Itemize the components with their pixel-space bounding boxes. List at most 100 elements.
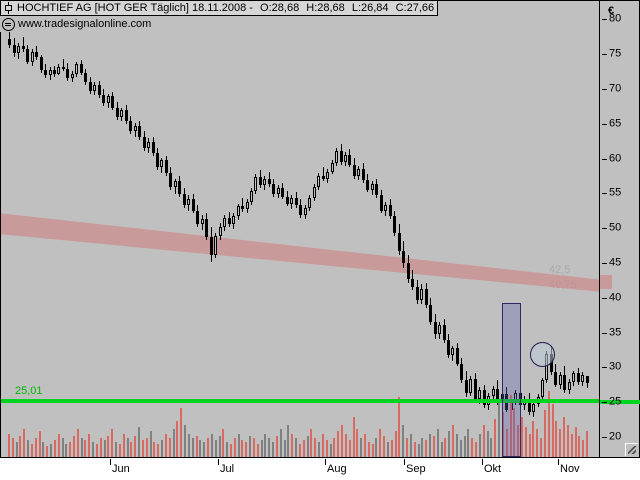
candle-body: [313, 186, 316, 198]
spacer-1: [253, 3, 260, 14]
price-axis-label: 45: [609, 256, 622, 269]
volume-bar: [544, 410, 546, 457]
volume-bar: [188, 433, 190, 457]
price-chart-plot[interactable]: 25,01 42,5 40,75: [0, 0, 600, 458]
volume-bar: [295, 437, 297, 457]
candle-body: [366, 179, 369, 190]
candle-body: [299, 204, 302, 215]
volume-bar: [559, 429, 561, 457]
candle-body: [98, 85, 101, 95]
volume-bar: [280, 429, 282, 457]
price-axis-tick: [602, 89, 607, 91]
volume-bar: [58, 433, 60, 457]
time-axis-tick: [218, 459, 219, 465]
volume-bar: [39, 431, 41, 457]
volume-bar: [157, 444, 159, 457]
candle-body: [232, 216, 235, 225]
candle-body: [152, 142, 155, 154]
price-axis-label: 65: [609, 117, 622, 130]
volume-bar: [153, 442, 155, 457]
volume-bar: [571, 433, 573, 457]
candle-body: [348, 154, 351, 165]
price-axis-label: 30: [609, 360, 622, 373]
volume-bar: [215, 439, 217, 457]
volume-bar: [410, 433, 412, 457]
candle-body: [420, 288, 423, 300]
volume-bar: [441, 442, 443, 457]
volume-bar: [379, 429, 381, 457]
volume-bar: [406, 437, 408, 457]
volume-bar: [395, 431, 397, 457]
chart-info-bar[interactable]: HOCHTIEF AG [HOT GER Täglich] 18.11.2008…: [0, 0, 438, 16]
candle-body: [375, 184, 378, 196]
candle-body: [102, 94, 105, 104]
volume-bar: [582, 439, 584, 457]
candle-body: [541, 380, 544, 398]
price-axis[interactable]: € 80 75 70 65 60 55 50 45 40 35 30 25 20: [600, 0, 640, 458]
volume-bar: [467, 429, 469, 457]
spacer-3: [345, 3, 352, 14]
candle-wick: [9, 28, 10, 48]
candle-body: [335, 150, 338, 164]
watermark-bar: www.tradesignalonline.com: [0, 16, 438, 32]
resize-grip[interactable]: [625, 443, 638, 456]
volume-bar: [364, 433, 366, 457]
copyright-icon: [2, 17, 15, 31]
volume-bar: [219, 435, 221, 457]
candle-body: [219, 227, 222, 236]
candle-body: [13, 44, 16, 54]
candle-body: [246, 202, 249, 210]
candle-body: [129, 121, 132, 132]
volume-bar: [107, 435, 109, 457]
price-axis-tick: [602, 437, 607, 439]
candle-body: [362, 168, 365, 180]
volume-bar: [169, 437, 171, 457]
price-axis-tick: [602, 19, 607, 21]
axis-support-marker: [600, 400, 640, 405]
volume-bar: [375, 437, 377, 457]
candle-body: [304, 207, 307, 215]
candle-body: [478, 390, 481, 399]
candle-body: [443, 324, 446, 341]
band-lower-label: 40,75: [549, 279, 577, 292]
selection-rectangle[interactable]: [502, 303, 521, 457]
volume-bar: [261, 439, 263, 457]
volume-bar: [307, 435, 309, 457]
candle-body: [138, 125, 141, 137]
time-axis-tick: [558, 459, 559, 465]
volume-bar: [115, 442, 117, 457]
volume-bar: [119, 444, 121, 457]
price-axis-tick: [602, 123, 607, 125]
time-axis[interactable]: Jun Jul Aug Sep Okt Nov: [0, 458, 640, 480]
volume-bar: [27, 439, 29, 457]
price-axis-label: 25: [609, 395, 622, 408]
price-axis-tick: [602, 228, 607, 230]
volume-bar: [563, 416, 565, 457]
volume-bar: [452, 425, 454, 457]
plot-inner: 25,01 42,5 40,75: [1, 1, 599, 457]
candle-body: [160, 160, 163, 168]
candle-body: [393, 216, 396, 233]
volume-bar: [77, 429, 79, 457]
volume-bar: [444, 437, 446, 457]
candle-body: [402, 250, 405, 264]
time-axis-tick: [404, 459, 405, 465]
volume-bar: [31, 444, 33, 457]
support-line[interactable]: [1, 399, 599, 404]
volume-bar: [92, 442, 94, 457]
circle-annotation[interactable]: [530, 342, 555, 367]
candle-body: [483, 390, 486, 406]
candle-body: [568, 381, 571, 391]
candle-body: [344, 154, 347, 162]
volume-bar: [62, 437, 64, 457]
volume-bar: [532, 420, 534, 457]
volume-bar: [437, 429, 439, 457]
candle-body: [107, 96, 110, 104]
volume-bar: [575, 427, 577, 457]
volume-bar: [161, 439, 163, 457]
volume-bar: [84, 439, 86, 457]
candle-body: [389, 204, 392, 217]
volume-bar: [402, 425, 404, 457]
candle-body: [384, 204, 387, 211]
volume-bar: [96, 444, 98, 457]
